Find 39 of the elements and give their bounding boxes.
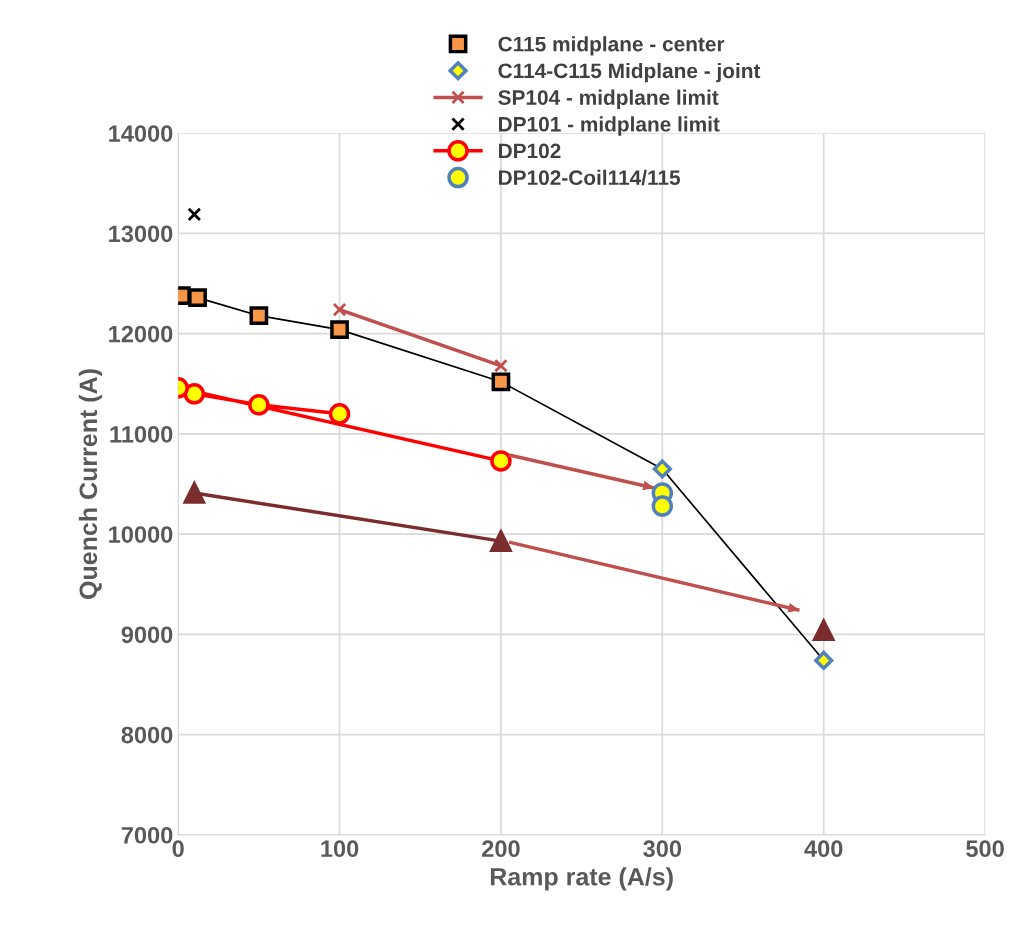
point (249, 306, 269, 325)
y-tick-label: 8000 (121, 726, 173, 744)
legend-label: C114-C115 Midplane - joint (498, 62, 761, 83)
point (652, 459, 672, 479)
y-tick-label: 11000 (110, 425, 173, 443)
point (332, 302, 347, 317)
x-tick-label: 300 (643, 840, 682, 858)
point (187, 207, 202, 222)
point (493, 358, 508, 373)
point (330, 320, 349, 340)
x-tick-label: 400 (804, 840, 843, 858)
point (490, 450, 512, 472)
legend-label: SP104 - midplane limit (498, 89, 719, 110)
y-tick-label: 13000 (109, 225, 173, 243)
y-tick-label: 14000 (109, 125, 173, 142)
legend-label: C115 midplane - center (498, 36, 725, 56)
legend-label: DP102 (499, 143, 561, 159)
x-axis-title: Ramp rate (A/s) (490, 867, 673, 891)
point (491, 372, 511, 392)
point (812, 617, 836, 642)
y-tick-label: 7000 (121, 826, 173, 844)
point (183, 383, 206, 405)
point (328, 403, 351, 425)
x-tick-label: 200 (482, 840, 520, 858)
y-tick-label: 12000 (109, 325, 173, 343)
point (248, 394, 270, 416)
legend-label: DP101 - midplane limit (499, 116, 720, 136)
legend-label: DP102-Coil114/115 (499, 169, 681, 186)
x-tick-label: 0 (172, 840, 184, 858)
x-tick-label: 100 (321, 840, 359, 858)
y-tick-label: 10000 (109, 526, 173, 543)
point (188, 288, 207, 307)
point (651, 495, 674, 517)
x-tick-label: 500 (966, 840, 1004, 858)
point (814, 650, 834, 671)
point (183, 482, 206, 504)
y-tick-label: 9000 (121, 626, 173, 644)
y-axis-title: Quench Current (A) (78, 369, 103, 599)
point (490, 530, 512, 552)
